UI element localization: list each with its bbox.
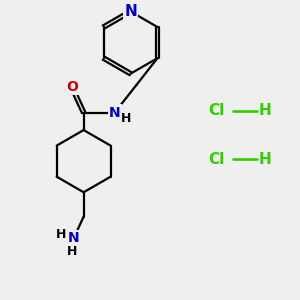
Text: H: H [56,227,67,241]
Text: Cl: Cl [208,152,225,167]
Text: H: H [121,112,131,125]
Text: H: H [259,152,272,167]
Text: N: N [109,106,121,120]
Text: H: H [67,245,77,258]
Text: Cl: Cl [208,103,225,118]
Text: N: N [124,4,137,19]
Text: H: H [259,103,272,118]
Text: O: O [66,80,78,94]
Text: N: N [68,231,80,245]
